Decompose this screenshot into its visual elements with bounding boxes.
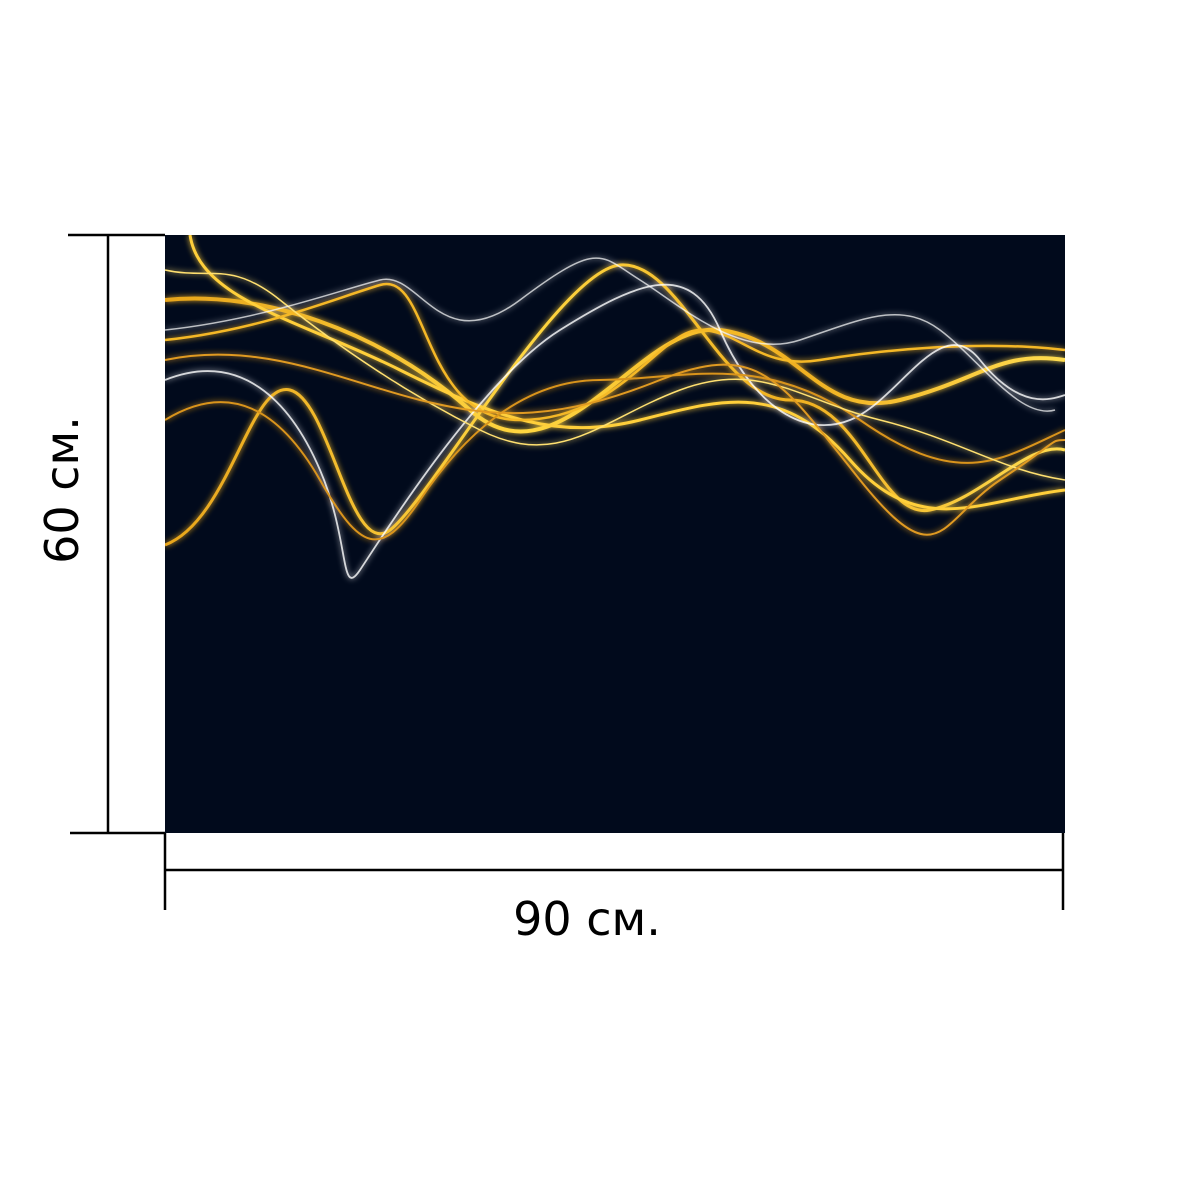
print-image	[165, 235, 1065, 833]
height-label: 60 см.	[35, 416, 89, 564]
wave-art	[165, 235, 1065, 579]
width-label: 90 см.	[513, 892, 661, 946]
